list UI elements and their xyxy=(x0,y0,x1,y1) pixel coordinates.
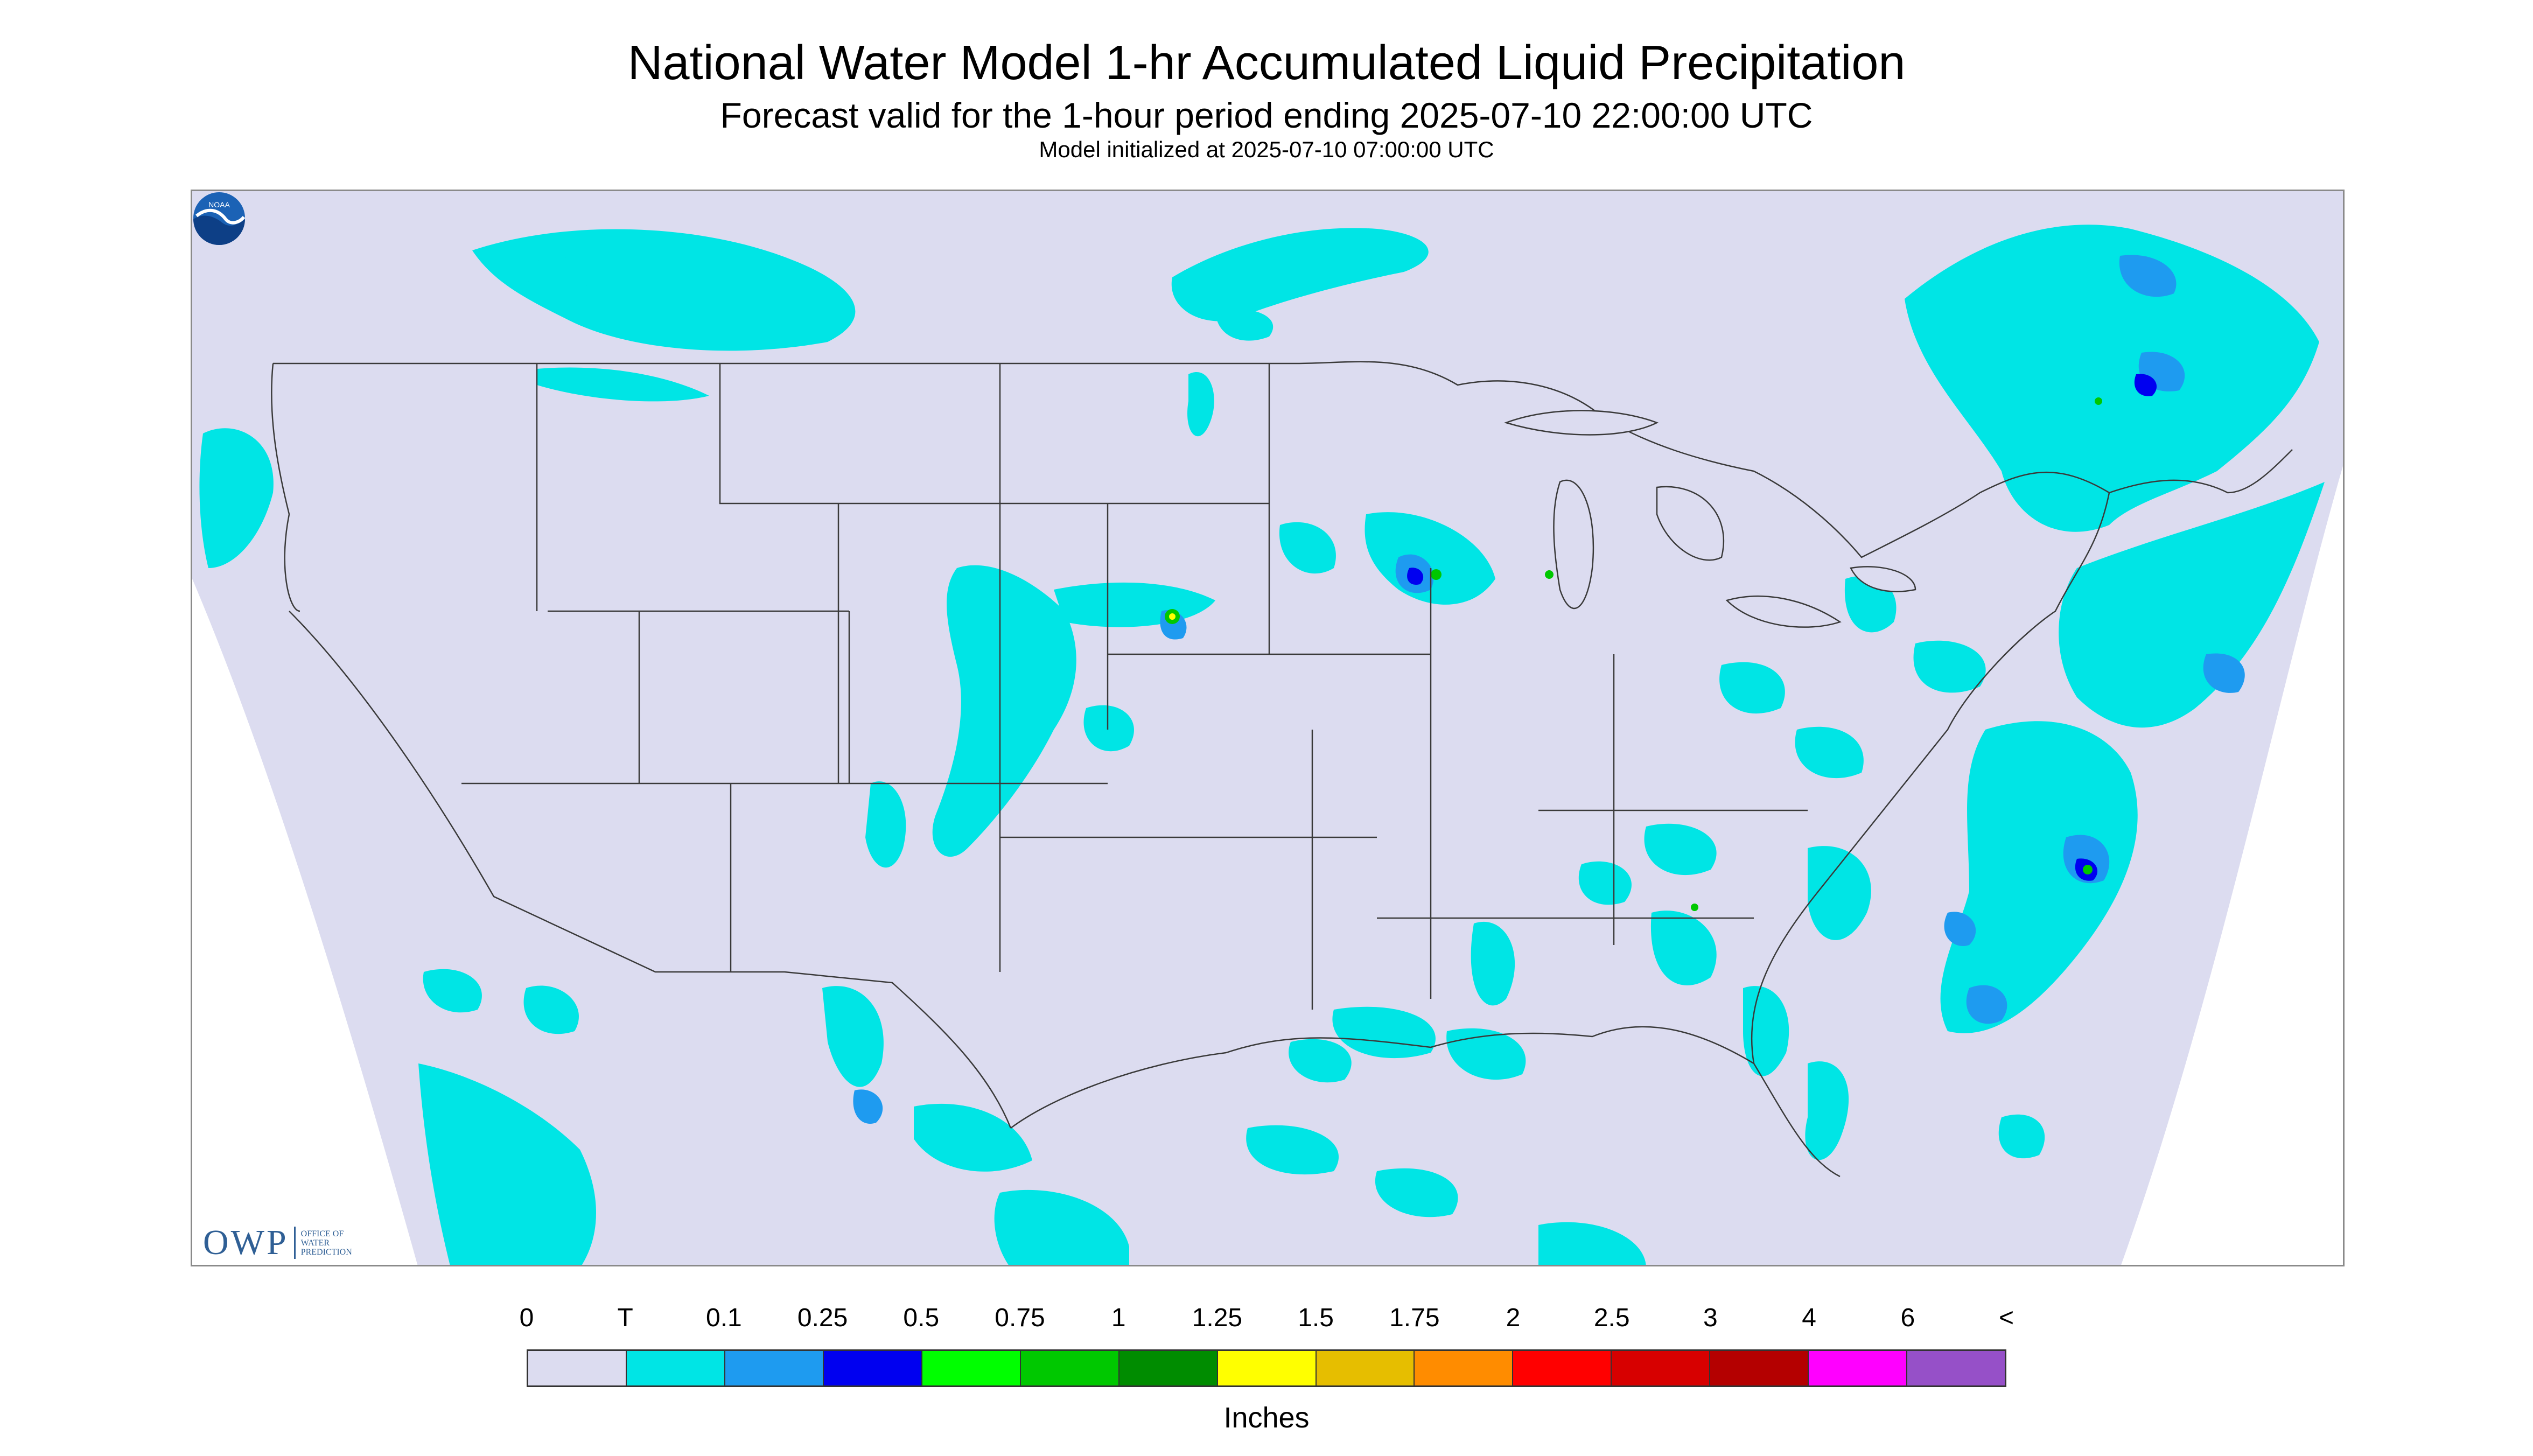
legend-swatch-2 xyxy=(725,1351,824,1385)
legend-label-7: 1.25 xyxy=(1192,1304,1243,1332)
legend-label-3: 0.25 xyxy=(797,1304,848,1332)
owp-logo-letters: OWP xyxy=(203,1223,289,1262)
legend-label-13: 4 xyxy=(1802,1304,1816,1332)
map-title: National Water Model 1-hr Accumulated Li… xyxy=(627,36,1906,90)
model-init-time: Model initialized at 2025-07-10 07:00:00… xyxy=(1039,137,1494,162)
legend-swatch-3 xyxy=(823,1351,922,1385)
legend-label-8: 1.5 xyxy=(1298,1304,1334,1332)
legend-swatch-7 xyxy=(1217,1351,1317,1385)
legend-label-11: 2.5 xyxy=(1593,1304,1630,1332)
precipitation-map: OWP OFFICE OF WATER PREDICTION NOAA xyxy=(191,190,2345,1266)
precip-heavy-cells xyxy=(1165,397,2102,911)
model-domain xyxy=(192,191,2343,1265)
legend-swatch-0 xyxy=(528,1351,627,1385)
legend-label-4: 0.5 xyxy=(903,1304,940,1332)
map-subtitle: Forecast valid for the 1-hour period end… xyxy=(720,95,1813,135)
owp-logo-divider xyxy=(293,1227,296,1259)
precip-color-legend xyxy=(527,1349,2006,1387)
legend-swatch-8 xyxy=(1316,1351,1415,1385)
legend-label-9: 1.75 xyxy=(1389,1304,1440,1332)
legend-swatch-11 xyxy=(1612,1351,1711,1385)
legend-swatch-14 xyxy=(1907,1351,2005,1385)
legend-label-0: 0 xyxy=(519,1304,534,1332)
map-canvas xyxy=(192,191,2343,1265)
great-lakes xyxy=(1504,410,1916,628)
noaa-logo-text: NOAA xyxy=(208,200,230,209)
legend-swatch-12 xyxy=(1710,1351,1809,1385)
precip-trace-areas xyxy=(199,225,2325,1265)
legend-label-5: 0.75 xyxy=(995,1304,1045,1332)
precip-light-cores xyxy=(853,255,2245,1124)
legend-swatch-5 xyxy=(1020,1351,1119,1385)
legend-label-1: T xyxy=(617,1304,633,1332)
legend-swatch-1 xyxy=(626,1351,725,1385)
legend-label-6: 1 xyxy=(1111,1304,1126,1332)
owp-logo: OWP OFFICE OF WATER PREDICTION xyxy=(203,1222,352,1263)
legend-swatch-10 xyxy=(1513,1351,1612,1385)
legend-swatch-9 xyxy=(1415,1351,1514,1385)
owp-logo-text: OFFICE OF WATER PREDICTION xyxy=(300,1229,352,1257)
legend-swatch-4 xyxy=(922,1351,1021,1385)
legend-units: Inches xyxy=(1223,1402,1310,1434)
legend-label-14: 6 xyxy=(1900,1304,1915,1332)
noaa-logo: NOAA xyxy=(193,192,246,245)
political-borders xyxy=(271,361,2293,1178)
legend-label-12: 3 xyxy=(1703,1304,1718,1332)
legend-label-10: 2 xyxy=(1506,1304,1521,1332)
legend-label-2: 0.1 xyxy=(706,1304,742,1332)
legend-swatch-6 xyxy=(1119,1351,1218,1385)
legend-swatch-13 xyxy=(1809,1351,1908,1385)
legend-label-15: < xyxy=(1998,1304,2014,1332)
